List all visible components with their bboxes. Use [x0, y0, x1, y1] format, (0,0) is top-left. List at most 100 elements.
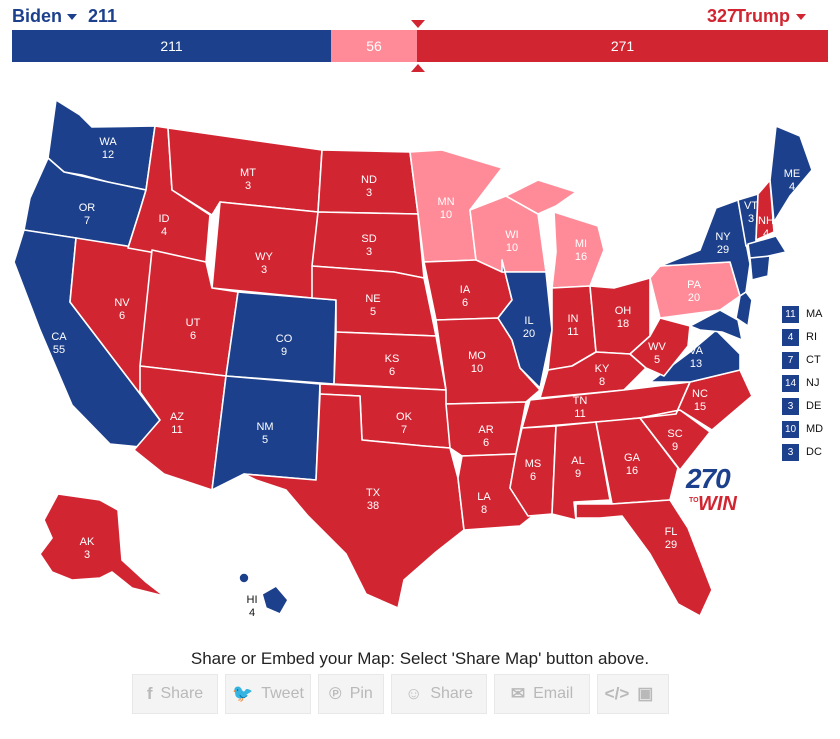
legend-row-ma[interactable]: 11 MA	[782, 304, 823, 324]
state-label-va: VA	[689, 345, 704, 357]
us-electoral-map: WA12OR7CA55NV6ID4MT3WY3UT6AZ11CO9NM5ND3S…	[13, 99, 813, 619]
state-ev-wy: 3	[261, 264, 267, 276]
reddit-share-button[interactable]: ☺ Share	[391, 674, 487, 714]
state-mi-up[interactable]	[505, 179, 577, 215]
facebook-share-button[interactable]: f Share	[132, 674, 218, 714]
tweet-button[interactable]: 🐦 Tweet	[225, 674, 311, 714]
state-label-az: AZ	[170, 411, 184, 423]
reddit-icon: ☺	[404, 684, 423, 703]
state-md[interactable]	[689, 309, 743, 341]
state-label-nh: NH	[758, 215, 774, 227]
state-hi[interactable]	[261, 585, 289, 615]
state-va[interactable]	[649, 329, 741, 383]
legend-ev-box: 7	[782, 351, 799, 369]
state-ev-or: 7	[84, 215, 90, 227]
state-fl[interactable]	[575, 499, 713, 617]
state-label-fl: FL	[665, 526, 678, 538]
legend-row-nj[interactable]: 14 NJ	[782, 373, 823, 393]
state-label-nd: ND	[361, 174, 377, 186]
legend-row-dc[interactable]: 3 DC	[782, 442, 823, 462]
email-button[interactable]: ✉ Email	[494, 674, 590, 714]
state-ev-nv: 6	[119, 310, 125, 322]
state-label-wa: WA	[99, 136, 117, 148]
state-ma[interactable]	[747, 235, 787, 259]
state-ev-oh: 18	[617, 318, 629, 330]
state-il[interactable]	[497, 259, 553, 389]
state-label-ga: GA	[624, 452, 641, 464]
state-label-pa: PA	[687, 279, 702, 291]
state-ga[interactable]	[595, 417, 679, 505]
email-label: Email	[533, 685, 574, 702]
state-label-ar: AR	[478, 424, 493, 436]
state-tx[interactable]	[243, 393, 465, 609]
270-marker-top-icon	[411, 20, 425, 28]
state-label-or: OR	[79, 202, 96, 214]
state-ev-nm: 5	[262, 434, 268, 446]
small-state-legend: 11 MA 4 RI 7 CT 14 NJ 3 DE 10 MD 3 DC	[782, 304, 823, 465]
state-ev-mn: 10	[440, 209, 452, 221]
legend-row-md[interactable]: 10 MD	[782, 419, 823, 439]
state-ev-wv: 5	[654, 354, 660, 366]
state-ev-sc: 9	[672, 441, 678, 453]
legend-ev-box: 11	[782, 305, 799, 323]
legend-ev-box: 10	[782, 420, 799, 438]
state-label-id: ID	[159, 213, 170, 225]
state-ev-ks: 6	[389, 366, 395, 378]
trump-dropdown[interactable]: Trump	[735, 6, 812, 27]
state-ev-ia: 6	[462, 297, 468, 309]
270-marker-bottom-icon	[411, 64, 425, 72]
state-label-ms: MS	[525, 458, 542, 470]
legend-state-label: MD	[806, 423, 824, 435]
embed-button[interactable]: </> ▣	[597, 674, 669, 714]
state-hi-islands[interactable]	[238, 572, 250, 584]
legend-row-ri[interactable]: 4 RI	[782, 327, 823, 347]
state-label-ia: IA	[460, 284, 471, 296]
state-ev-ne: 5	[370, 306, 376, 318]
legend-state-label: DE	[806, 400, 822, 412]
state-ev-tn: 11	[574, 408, 585, 420]
facebook-share-label: Share	[160, 685, 204, 702]
state-ev-nc: 15	[694, 401, 706, 413]
state-nj[interactable]	[735, 291, 753, 327]
twitter-icon: 🐦	[232, 684, 254, 703]
state-ak[interactable]	[39, 493, 165, 597]
state-me[interactable]	[769, 125, 813, 223]
pin-label: Pin	[349, 685, 373, 702]
state-label-ok: OK	[396, 411, 413, 423]
state-label-vt: VT	[744, 200, 758, 212]
state-ev-tx: 38	[367, 500, 379, 512]
state-label-tn: TN	[573, 395, 588, 407]
state-nh[interactable]	[755, 179, 775, 241]
state-label-wv: WV	[648, 341, 666, 353]
biden-name: Biden	[12, 6, 63, 26]
state-wy[interactable]	[211, 201, 319, 299]
state-ev-wa: 12	[102, 149, 114, 161]
pin-button[interactable]: ℗ Pin	[318, 674, 384, 714]
state-ev-al: 9	[575, 468, 581, 480]
embed-code-icon: </>	[604, 684, 630, 703]
state-ev-me: 4	[789, 181, 795, 193]
chevron-down-icon	[796, 13, 806, 20]
state-ev-ny: 29	[717, 244, 729, 256]
bar-lean-trump-segment: 56	[331, 30, 417, 62]
state-label-il: IL	[524, 315, 533, 327]
legend-state-label: MA	[806, 308, 823, 320]
270towin-logo: 270 TO WIN	[686, 463, 740, 523]
state-label-mn: MN	[437, 196, 454, 208]
state-label-mt: MT	[240, 167, 256, 179]
state-mi[interactable]	[551, 211, 605, 289]
image-icon: ▣	[637, 684, 654, 703]
state-wv[interactable]	[629, 317, 691, 377]
state-ev-in: 11	[567, 326, 578, 338]
tweet-label: Tweet	[261, 685, 304, 702]
state-label-ca: CA	[51, 331, 67, 343]
state-nm[interactable]	[211, 375, 321, 491]
legend-row-de[interactable]: 3 DE	[782, 396, 823, 416]
state-ct[interactable]	[749, 255, 771, 281]
state-label-sd: SD	[361, 233, 376, 245]
legend-ev-box: 14	[782, 374, 799, 392]
legend-ev-box: 4	[782, 328, 799, 346]
biden-dropdown[interactable]: Biden	[12, 6, 83, 27]
legend-row-ct[interactable]: 7 CT	[782, 350, 823, 370]
state-ev-id: 4	[161, 226, 167, 238]
